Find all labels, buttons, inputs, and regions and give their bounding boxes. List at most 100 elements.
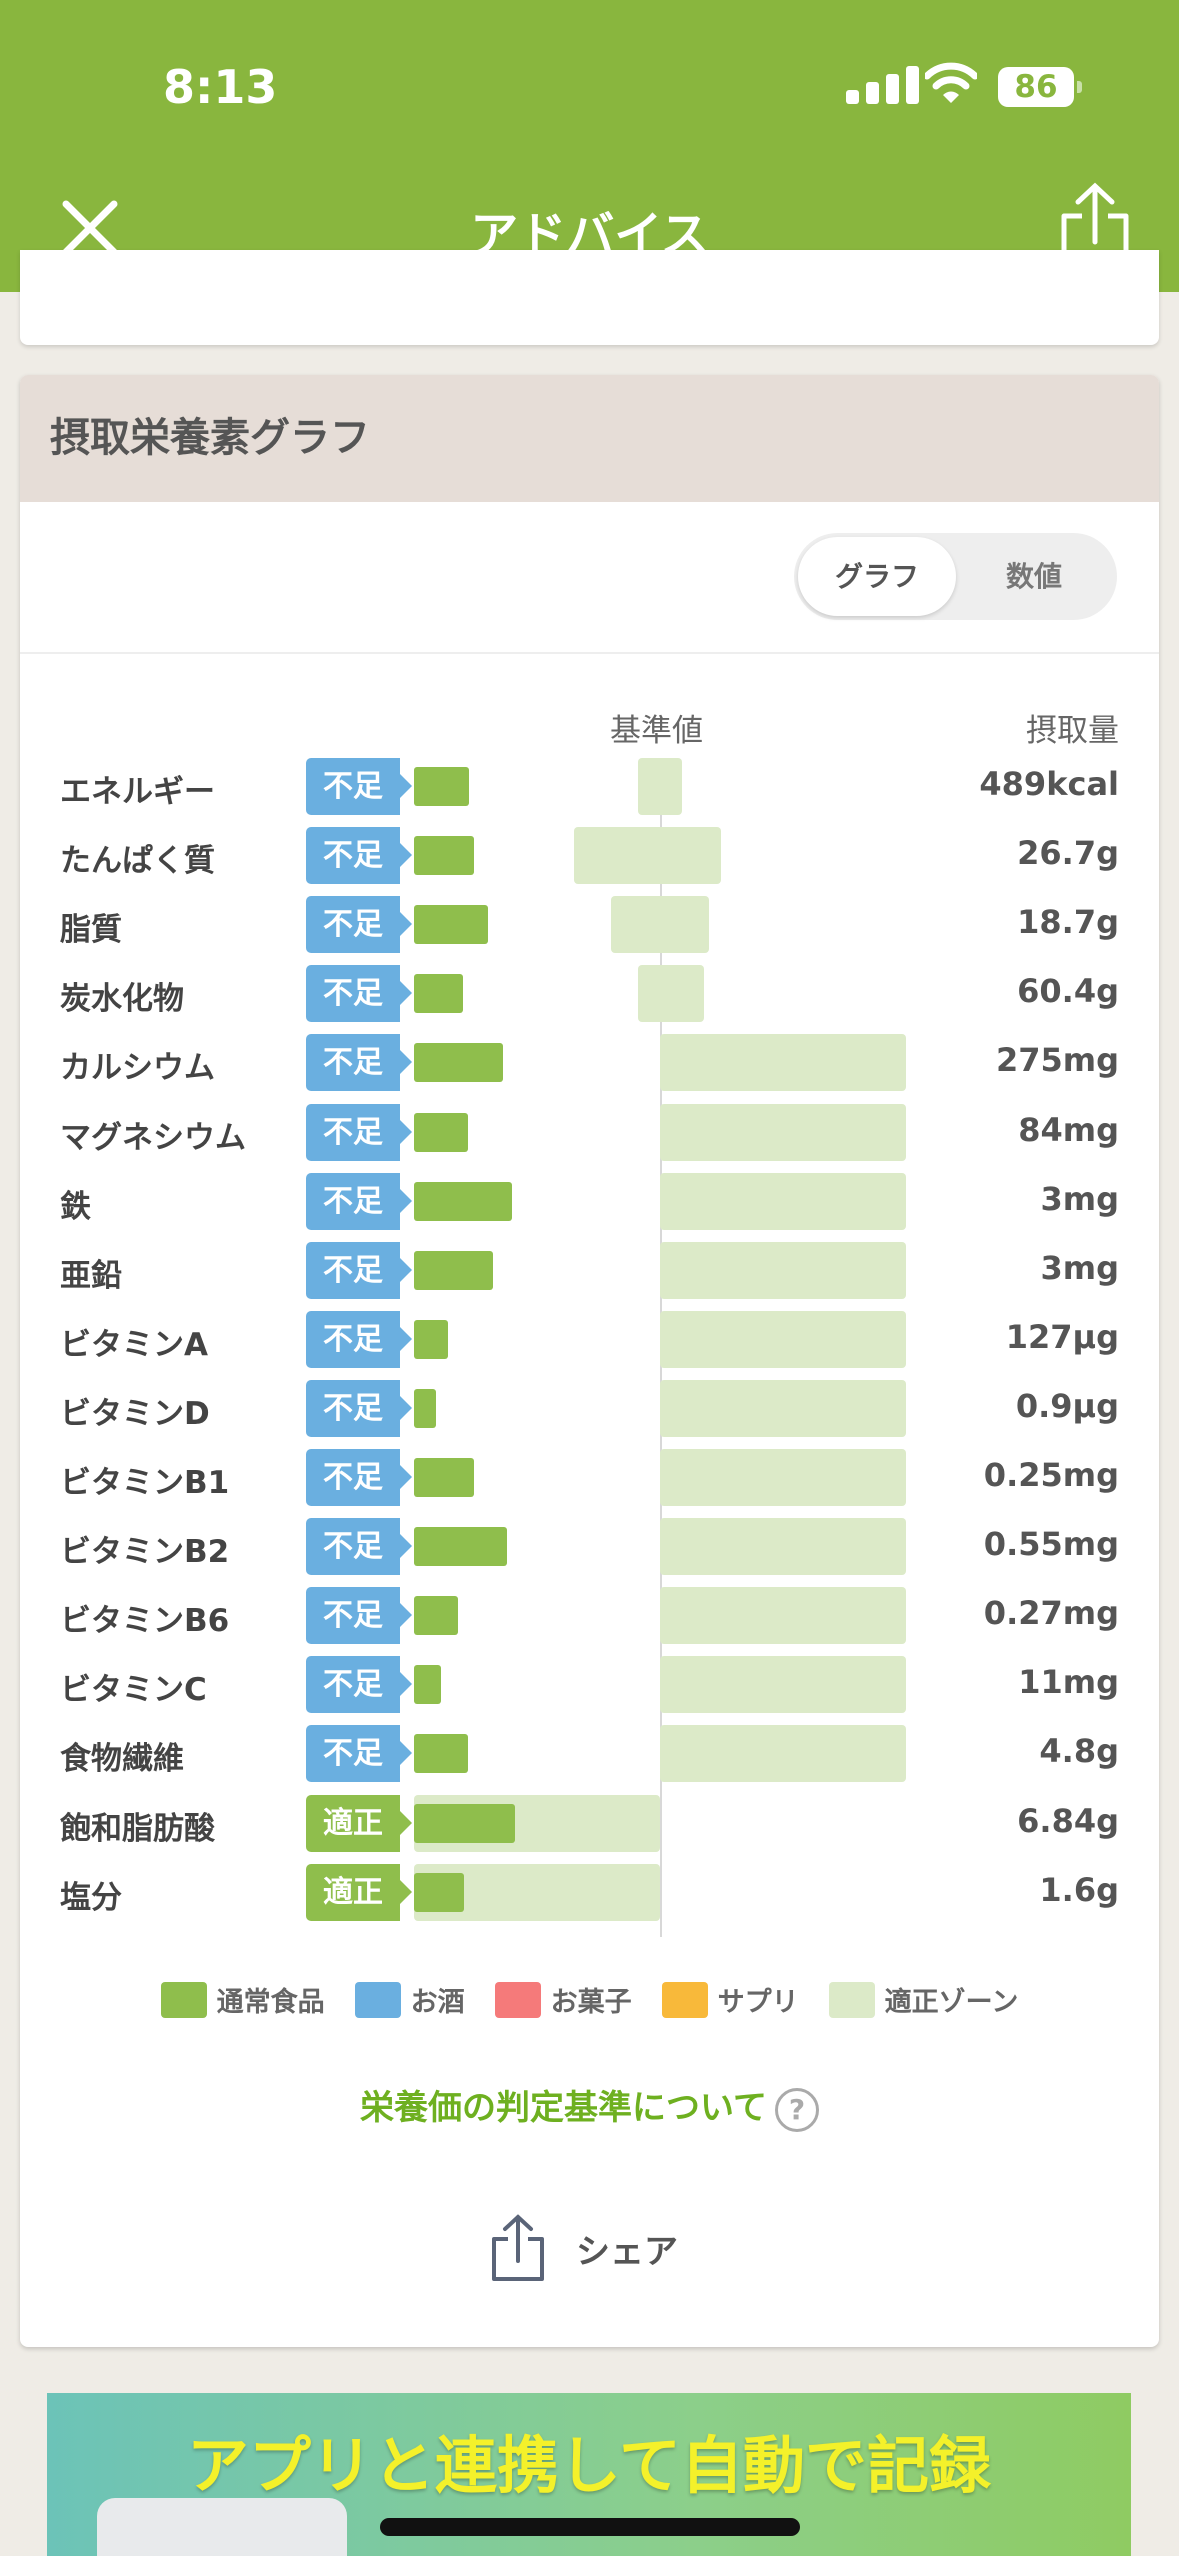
status-badge: 不足	[306, 1103, 412, 1161]
criteria-link[interactable]: 栄養価の判定基準について?	[20, 2080, 1159, 2132]
intake-value: 3mg	[1040, 1179, 1119, 1218]
nutrient-row: マグネシウム 不足 84mg	[20, 1098, 1159, 1167]
share-label: シェア	[576, 2231, 678, 2272]
legend-item: 適正ゾーン	[828, 1980, 1019, 2019]
nutrient-label: ビタミンB1	[60, 1465, 230, 1501]
wifi-icon	[925, 62, 977, 103]
share-icon	[492, 2214, 544, 2281]
nutrient-row: 塩分 適正 1.6g	[20, 1858, 1159, 1927]
optimal-zone	[660, 1172, 906, 1230]
intake-bar	[414, 1181, 513, 1221]
intake-bar	[414, 1665, 442, 1705]
status-badge: 不足	[306, 1034, 412, 1092]
nutrient-label: ビタミンC	[60, 1672, 207, 1709]
criteria-link-text[interactable]: 栄養価の判定基準について	[360, 2088, 767, 2128]
view-toggle[interactable]: グラフ 数値	[794, 533, 1117, 620]
nutrient-row: カルシウム 不足 275mg	[20, 1028, 1159, 1097]
chart-legend: 通常食品 お酒 お菓子 サプリ 適正ゾーン	[20, 1980, 1159, 2019]
intake-bar	[414, 1112, 469, 1152]
status-badge: 不足	[306, 1518, 412, 1576]
nutrient-row: 飽和脂肪酸 適正 6.84g	[20, 1789, 1159, 1858]
scale-image	[97, 2498, 347, 2556]
status-badge: 不足	[306, 758, 412, 815]
legend-swatch	[828, 1981, 875, 2018]
nutrient-label: 塩分	[60, 1879, 122, 1916]
nutrient-label: 脂質	[60, 912, 122, 949]
column-header-reference: 基準値	[610, 713, 703, 749]
intake-value: 275mg	[995, 1041, 1119, 1080]
optimal-zone	[660, 1379, 906, 1437]
nutrient-row: ビタミンA 不足 127μg	[20, 1305, 1159, 1374]
optimal-zone	[660, 1034, 906, 1092]
optimal-zone	[660, 1587, 906, 1645]
intake-value: 60.4g	[1017, 972, 1119, 1011]
intake-value: 0.9μg	[1015, 1386, 1119, 1425]
nutrient-row: 鉄 不足 3mg	[20, 1167, 1159, 1236]
nutrient-row: ビタミンB6 不足 0.27mg	[20, 1581, 1159, 1650]
intake-value: 127μg	[1005, 1317, 1119, 1356]
status-badge: 不足	[306, 1587, 412, 1645]
optimal-zone	[573, 827, 722, 885]
intake-bar	[414, 1250, 493, 1290]
previous-card	[20, 250, 1159, 345]
column-header-intake: 摂取量	[1026, 713, 1119, 749]
signal-icon	[846, 66, 919, 104]
status-badge: 不足	[306, 1656, 412, 1714]
status-badge: 不足	[306, 1172, 412, 1230]
optimal-zone	[660, 1725, 906, 1783]
nutrient-label: ビタミンD	[60, 1395, 210, 1432]
nutrient-row: ビタミンB2 不足 0.55mg	[20, 1512, 1159, 1581]
optimal-zone	[610, 896, 710, 954]
nutrient-label: 飽和脂肪酸	[60, 1810, 215, 1847]
legend-label: 通常食品	[216, 1987, 325, 2018]
optimal-zone	[660, 1310, 906, 1368]
intake-value: 11mg	[1018, 1663, 1119, 1702]
nutrient-row: ビタミンD 不足 0.9μg	[20, 1374, 1159, 1443]
toggle-graph[interactable]: グラフ	[798, 537, 956, 616]
legend-item: お酒	[354, 1980, 465, 2019]
close-icon[interactable]	[60, 198, 120, 258]
optimal-zone	[660, 1656, 906, 1714]
nutrient-chart: エネルギー 不足 489kcal たんぱく質 不足 26.7g 脂質 不足 18.7g 炭水化物不…	[20, 375, 1159, 2347]
nutrient-label: ビタミンB2	[60, 1534, 230, 1571]
nutrient-row: ビタミンB1 不足 0.25mg	[20, 1443, 1159, 1512]
optimal-zone	[660, 1449, 906, 1506]
nutrient-graph-card: 摂取栄養素グラフ グラフ 数値 基準値 摂取量 エネルギー 不足 489kcal たん…	[20, 375, 1159, 2347]
legend-swatch	[160, 1981, 207, 2018]
legend-swatch	[494, 1981, 541, 2018]
home-indicator	[380, 2518, 800, 2536]
legend-label: 適正ゾーン	[884, 1987, 1019, 2018]
nutrient-row: 食物繊維 不足 4.8g	[20, 1719, 1159, 1788]
question-icon[interactable]: ?	[774, 2087, 819, 2132]
nutrient-label: カルシウム	[60, 1050, 215, 1087]
nutrient-label: たんぱく質	[60, 843, 215, 880]
share-button[interactable]: シェア	[490, 2213, 678, 2283]
legend-item: 通常食品	[160, 1980, 325, 2019]
intake-value: 489kcal	[979, 765, 1119, 803]
toggle-values[interactable]: 数値	[1005, 560, 1062, 593]
intake-value: 6.84g	[1017, 1801, 1119, 1840]
status-badge: 不足	[306, 827, 412, 885]
intake-bar	[414, 1043, 503, 1083]
battery-indicator: 86	[998, 67, 1082, 107]
intake-bar	[414, 905, 488, 945]
optimal-zone	[660, 1518, 906, 1576]
intake-value: 0.25mg	[983, 1456, 1119, 1494]
intake-bar	[414, 974, 464, 1014]
status-badge: 適正	[306, 1863, 412, 1921]
nutrient-label: 亜鉛	[60, 1257, 122, 1294]
intake-value: 18.7g	[1017, 903, 1119, 942]
status-badge: 不足	[306, 896, 412, 954]
nutrient-label: エネルギー	[60, 774, 215, 810]
intake-bar	[414, 1388, 437, 1428]
nutrient-row: 炭水化物 不足 60.4g	[20, 959, 1159, 1028]
legend-item: サプリ	[661, 1980, 799, 2019]
optimal-zone	[660, 1103, 906, 1161]
intake-value: 4.8g	[1039, 1732, 1119, 1771]
status-badge: 不足	[306, 965, 412, 1023]
intake-value: 26.7g	[1017, 834, 1119, 873]
status-badge: 不足	[306, 1449, 412, 1506]
status-badge: 不足	[306, 1241, 412, 1299]
nutrient-row: 亜鉛 不足 3mg	[20, 1236, 1159, 1305]
intake-bar	[414, 1803, 515, 1843]
